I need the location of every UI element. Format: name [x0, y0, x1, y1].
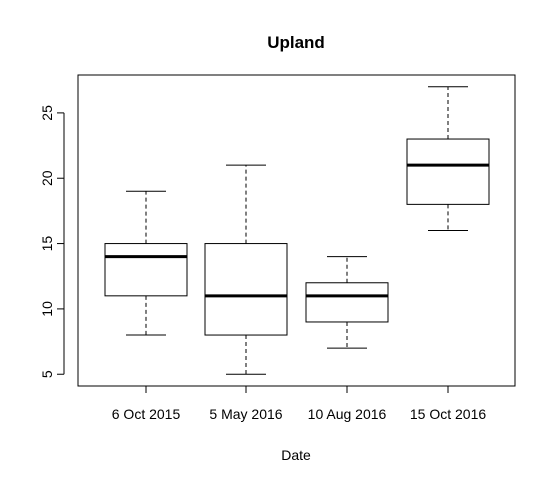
y-tick-label-10: 10: [39, 301, 55, 317]
x-axis-label: Date: [281, 447, 311, 463]
iqr-box: [204, 243, 288, 336]
y-tick-label-25: 25: [39, 105, 55, 121]
y-axis: 5 10 15 20 25: [39, 105, 65, 378]
x-tick-label-2: 5 May 2016: [209, 406, 282, 422]
x-tick-label-3: 10 Aug 2016: [308, 406, 387, 422]
box-3: [305, 256, 389, 349]
y-tick-label-5: 5: [39, 370, 55, 378]
chart-title: Upland: [267, 33, 325, 52]
x-axis: 6 Oct 2015 5 May 2016 10 Aug 2016 15 Oct 20…: [112, 385, 486, 422]
x-tick-label-4: 15 Oct 2016: [410, 406, 486, 422]
x-tick-label-1: 6 Oct 2015: [112, 406, 181, 422]
box-2: [204, 164, 288, 375]
y-tick-label-20: 20: [39, 170, 55, 186]
y-tick-label-15: 15: [39, 236, 55, 252]
box-4: [406, 86, 490, 231]
iqr-box: [406, 138, 490, 205]
box-1: [104, 190, 188, 336]
iqr-box: [305, 282, 389, 323]
boxes-group: [104, 86, 490, 375]
iqr-box: [104, 243, 188, 297]
